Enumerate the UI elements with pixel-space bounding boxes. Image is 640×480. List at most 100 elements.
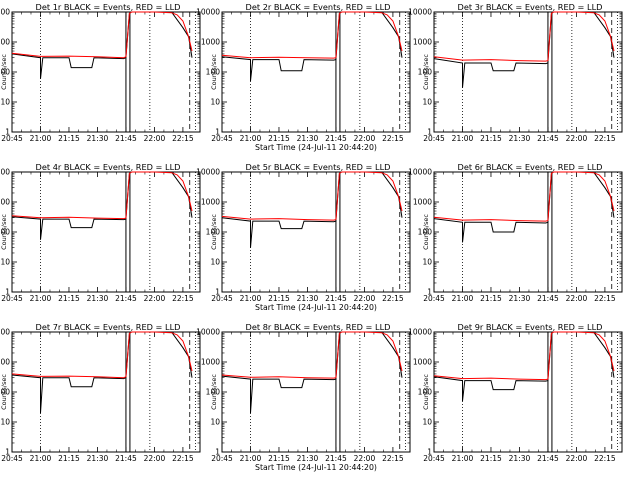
x-tick-label: 21:45 xyxy=(325,454,347,463)
y-tick-label: 10000 xyxy=(0,328,10,337)
y-tick-label: 10 xyxy=(0,418,10,427)
y-tick-label: 1 xyxy=(427,128,432,137)
y-tick-label: 10 xyxy=(422,418,432,427)
x-tick-label: 21:45 xyxy=(537,454,559,463)
x-tick-label: 21:45 xyxy=(115,454,137,463)
y-tick-label: 10000 xyxy=(0,168,10,177)
lld-series-line xyxy=(433,331,615,381)
x-tick-label: 22:00 xyxy=(354,454,376,463)
y-tick-label: 10 xyxy=(422,258,432,267)
x-tick-label: 21:45 xyxy=(537,134,559,143)
y-tick-label: 1000 xyxy=(201,198,220,207)
x-tick-label: 22:15 xyxy=(382,454,404,463)
y-tick-label: 100 xyxy=(206,68,221,77)
y-tick-label: 1000 xyxy=(201,358,220,367)
x-tick-label: 21:00 xyxy=(240,134,262,143)
x-tick-label: 22:15 xyxy=(172,454,194,463)
x-tick-label: 22:15 xyxy=(382,134,404,143)
y-tick-label: 1000 xyxy=(413,198,432,207)
lld-series-line xyxy=(11,171,193,220)
events-series-line xyxy=(433,171,615,243)
x-tick-label: 22:00 xyxy=(144,134,166,143)
x-tick-label: 21:00 xyxy=(452,134,474,143)
x-tick-label: 21:15 xyxy=(268,294,290,303)
x-tick-label: 22:15 xyxy=(594,454,616,463)
lld-series-line xyxy=(221,171,403,221)
x-tick-label: 20:45 xyxy=(211,294,233,303)
panel-title: Det 4r BLACK = Events, RED = LLD xyxy=(36,162,181,172)
y-tick-label: 10000 xyxy=(196,168,220,177)
x-tick-label: 21:45 xyxy=(537,294,559,303)
x-tick-label: 20:45 xyxy=(211,454,233,463)
y-tick-label: 10 xyxy=(422,98,432,107)
y-tick-label: 1 xyxy=(5,288,10,297)
y-tick-label: 1000 xyxy=(413,38,432,47)
events-series-line xyxy=(433,11,615,88)
x-tick-label: 20:45 xyxy=(1,454,23,463)
y-tick-label: 100 xyxy=(418,388,433,397)
y-tick-label: 1000 xyxy=(201,38,220,47)
x-tick-label: 22:15 xyxy=(594,134,616,143)
events-series-line xyxy=(11,331,193,414)
x-tick-label: 21:15 xyxy=(480,294,502,303)
x-tick-label: 21:45 xyxy=(325,294,347,303)
panel-title: Det 2r BLACK = Events, RED = LLD xyxy=(246,2,391,12)
y-axis-label: Counts/sec xyxy=(210,54,218,90)
x-tick-label: 21:30 xyxy=(509,454,531,463)
lld-series-line xyxy=(433,171,615,222)
x-axis-label: Start Time (24-Jul-11 20:44:20) xyxy=(255,143,377,152)
y-axis-label: Counts/sec xyxy=(0,214,8,250)
y-tick-label: 10 xyxy=(210,258,220,267)
y-tick-label: 10000 xyxy=(196,328,220,337)
x-tick-label: 20:45 xyxy=(423,294,445,303)
panel-title: Det 9r BLACK = Events, RED = LLD xyxy=(458,322,603,332)
y-tick-label: 100 xyxy=(0,228,10,237)
x-tick-label: 21:45 xyxy=(115,294,137,303)
events-series-line xyxy=(433,331,615,402)
x-tick-label: 22:15 xyxy=(382,294,404,303)
x-tick-label: 22:15 xyxy=(594,294,616,303)
x-tick-label: 20:45 xyxy=(1,134,23,143)
lld-series-line xyxy=(221,331,403,379)
x-tick-label: 22:00 xyxy=(354,134,376,143)
events-series-line xyxy=(221,11,403,82)
y-tick-label: 10000 xyxy=(196,8,220,17)
y-tick-label: 10 xyxy=(210,98,220,107)
y-tick-label: 100 xyxy=(418,68,433,77)
x-tick-label: 21:00 xyxy=(30,134,52,143)
panel-title: Det 1r BLACK = Events, RED = LLD xyxy=(36,2,181,12)
x-tick-label: 21:15 xyxy=(268,134,290,143)
x-tick-label: 20:45 xyxy=(211,134,233,143)
y-tick-label: 100 xyxy=(0,68,10,77)
x-tick-label: 20:45 xyxy=(423,134,445,143)
y-axis-label: Counts/sec xyxy=(422,214,430,250)
lld-series-line xyxy=(11,331,193,379)
x-tick-label: 21:45 xyxy=(115,134,137,143)
y-tick-label: 100 xyxy=(206,228,221,237)
panel-title: Det 5r BLACK = Events, RED = LLD xyxy=(246,162,391,172)
y-tick-label: 1 xyxy=(427,448,432,457)
events-series-line xyxy=(221,331,403,414)
x-tick-label: 21:30 xyxy=(297,134,319,143)
y-axis-label: Counts/sec xyxy=(0,54,8,90)
detector-panel: Det 1r BLACK = Events, RED = LLD Counts/s… xyxy=(0,2,201,143)
y-axis-label: Counts/sec xyxy=(210,374,218,410)
x-tick-label: 21:15 xyxy=(58,294,80,303)
y-tick-label: 1 xyxy=(5,448,10,457)
lld-series-line xyxy=(433,11,615,62)
x-tick-label: 21:30 xyxy=(297,454,319,463)
lld-series-line xyxy=(11,11,193,59)
y-axis-label: Counts/sec xyxy=(0,374,8,410)
x-tick-label: 21:15 xyxy=(268,454,290,463)
y-tick-label: 1000 xyxy=(0,38,10,47)
x-tick-label: 21:00 xyxy=(240,294,262,303)
y-axis-label: Counts/sec xyxy=(210,214,218,250)
detector-panel: Det 7r BLACK = Events, RED = LLD Counts/s… xyxy=(0,322,201,463)
x-tick-label: 21:30 xyxy=(297,294,319,303)
x-tick-label: 21:00 xyxy=(452,454,474,463)
y-tick-label: 10 xyxy=(0,98,10,107)
detector-panel: Det 3r BLACK = Events, RED = LLD Counts/s… xyxy=(408,2,623,143)
x-tick-label: 21:30 xyxy=(509,134,531,143)
x-axis-label: Start Time (24-Jul-11 20:44:20) xyxy=(255,463,377,472)
y-tick-label: 1 xyxy=(215,448,220,457)
